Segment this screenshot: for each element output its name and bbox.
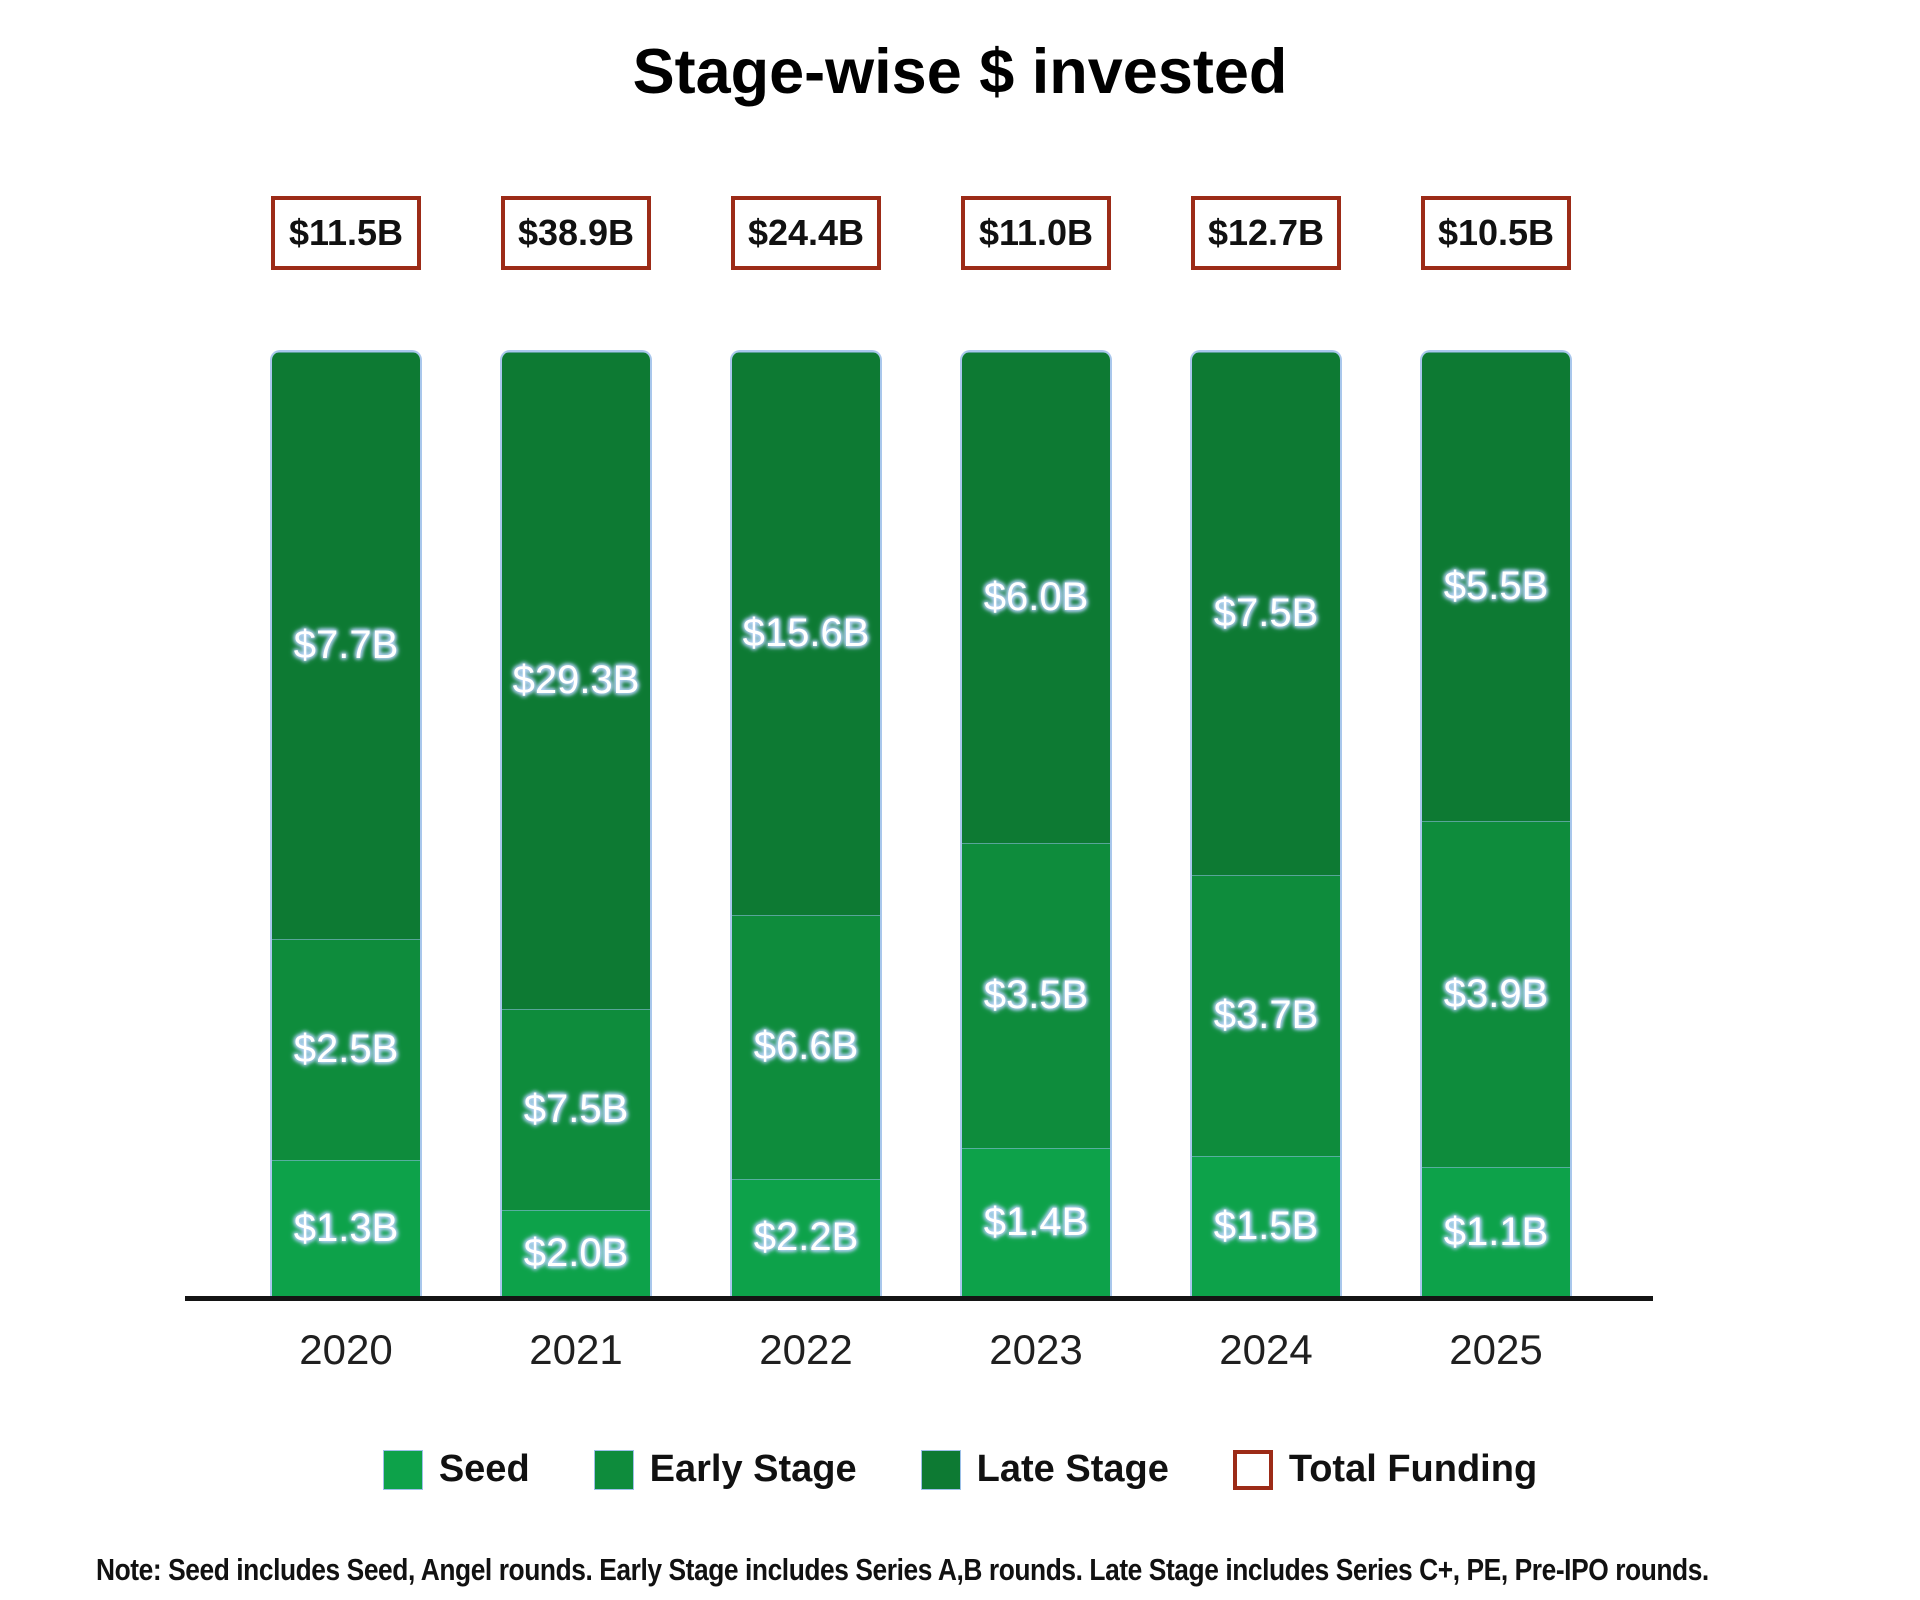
bar-segment-late-stage: $15.6B — [732, 352, 880, 915]
segment-value-label: $6.6B — [753, 1024, 859, 1069]
legend-item-seed: Seed — [382, 1448, 530, 1491]
x-tick-label-2022: 2022 — [759, 1326, 853, 1373]
legend-label: Seed — [438, 1448, 530, 1490]
total-funding-value: $10.5B — [1437, 212, 1555, 253]
segment-value-label: $3.9B — [1443, 971, 1549, 1016]
bar-segment-seed: $2.0B — [502, 1210, 650, 1297]
total-funding-box: $38.9B — [501, 196, 651, 270]
segment-value-label: $29.3B — [512, 657, 640, 702]
total-funding-value: $11.0B — [978, 212, 1094, 253]
segment-value-label: $3.7B — [1213, 993, 1319, 1038]
legend-swatch-icon — [593, 1449, 634, 1490]
total-funding-box: $24.4B — [731, 196, 881, 270]
legend: Seed Early Stage Late Stage Total Funding — [0, 1448, 1920, 1491]
segment-value-label: $3.5B — [983, 972, 1089, 1017]
segment-value-label: $7.5B — [1213, 591, 1319, 636]
x-tick-label-2025: 2025 — [1449, 1326, 1543, 1373]
bar-segment-late-stage: $7.7B — [272, 352, 420, 940]
total-funding-value: $24.4B — [747, 212, 865, 253]
segment-value-label: $2.0B — [523, 1231, 629, 1276]
legend-swatch-icon — [920, 1449, 961, 1490]
bar-segment-late-stage: $7.5B — [1192, 352, 1340, 876]
bar-segment-late-stage: $29.3B — [502, 352, 650, 1009]
segment-value-label: $1.1B — [1443, 1209, 1549, 1254]
bar-segment-early-stage: $3.7B — [1192, 875, 1340, 1157]
bar-2023: $6.0B $3.5B $1.4B — [960, 350, 1112, 1297]
bar-2025: $5.5B $3.9B $1.1B — [1420, 350, 1572, 1297]
bar-segment-early-stage: $7.5B — [502, 1008, 650, 1211]
segment-value-label: $6.0B — [983, 574, 1089, 619]
bar-segment-early-stage: $2.5B — [272, 939, 420, 1161]
bar-segment-seed: $2.2B — [732, 1178, 880, 1297]
bar-segment-early-stage: $3.5B — [962, 842, 1110, 1148]
segment-value-label: $1.5B — [1213, 1204, 1319, 1249]
legend-item-late-stage: Late Stage — [920, 1448, 1169, 1491]
bar-2020: $7.7B $2.5B $1.3B — [270, 350, 422, 1297]
legend-label: Late Stage — [976, 1448, 1169, 1490]
bar-2024: $7.5B $3.7B $1.5B — [1190, 350, 1342, 1297]
legend-swatch-icon — [382, 1449, 423, 1490]
bar-segment-late-stage: $6.0B — [962, 352, 1110, 843]
total-funding-value: $11.5B — [288, 212, 404, 253]
total-funding-box: $11.0B — [961, 196, 1111, 270]
legend-label: Early Stage — [649, 1448, 857, 1490]
x-axis-line — [185, 1296, 1653, 1301]
bar-segment-early-stage: $3.9B — [1422, 821, 1570, 1168]
total-funding-box: $10.5B — [1421, 196, 1571, 270]
legend-label: Total Funding — [1288, 1448, 1538, 1490]
bar-segment-early-stage: $6.6B — [732, 914, 880, 1179]
segment-value-label: $2.2B — [753, 1215, 859, 1260]
x-tick-label-2021: 2021 — [529, 1326, 623, 1373]
bar-segment-late-stage: $5.5B — [1422, 352, 1570, 822]
bar-segment-seed: $1.5B — [1192, 1156, 1340, 1297]
segment-value-label: $15.6B — [742, 610, 870, 655]
segment-value-label: $1.4B — [983, 1199, 1089, 1244]
segment-value-label: $7.5B — [523, 1086, 629, 1131]
legend-item-total-funding: Total Funding — [1232, 1448, 1538, 1491]
segment-value-label: $1.3B — [293, 1206, 399, 1251]
bar-segment-seed: $1.4B — [962, 1147, 1110, 1297]
bar-segment-seed: $1.3B — [272, 1160, 420, 1297]
chart-title: Stage-wise $ invested — [632, 37, 1288, 107]
bar-2021: $29.3B $7.5B $2.0B — [500, 350, 652, 1297]
x-tick-label-2024: 2024 — [1219, 1326, 1313, 1373]
total-funding-box: $11.5B — [271, 196, 421, 270]
bar-2022: $15.6B $6.6B $2.2B — [730, 350, 882, 1297]
x-tick-label-2020: 2020 — [299, 1326, 393, 1373]
legend-item-early-stage: Early Stage — [593, 1448, 857, 1491]
footnote: Note: Seed includes Seed, Angel rounds. … — [96, 1552, 1709, 1587]
segment-value-label: $5.5B — [1443, 564, 1549, 609]
total-funding-box: $12.7B — [1191, 196, 1341, 270]
total-funding-value: $38.9B — [517, 212, 635, 253]
legend-swatch-icon — [1232, 1449, 1273, 1490]
segment-value-label: $2.5B — [293, 1027, 399, 1072]
x-tick-label-2023: 2023 — [989, 1326, 1083, 1373]
segment-value-label: $7.7B — [293, 623, 399, 668]
total-funding-value: $12.7B — [1207, 212, 1325, 253]
bar-segment-seed: $1.1B — [1422, 1167, 1570, 1297]
